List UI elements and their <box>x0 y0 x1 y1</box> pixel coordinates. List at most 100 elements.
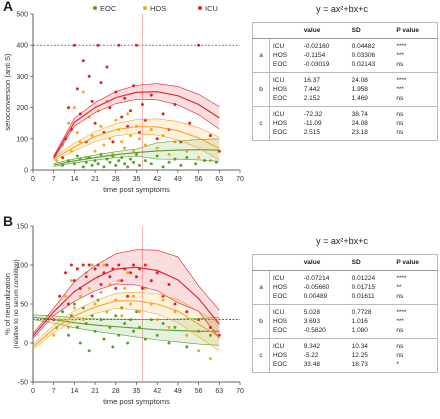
fit-curve-icu <box>32 266 220 337</box>
coefficient-label: b <box>252 304 270 339</box>
confidence-band-eoc <box>33 314 220 346</box>
cell-value: EOC <box>273 95 288 102</box>
x-tick-label: 70 <box>236 388 244 395</box>
data-point-icu <box>87 74 91 78</box>
cell-value: ns <box>396 352 404 359</box>
coefficient-label: c <box>252 338 270 373</box>
data-point-icu <box>72 43 76 47</box>
cell-value: ICU <box>273 77 285 84</box>
data-point-icu <box>93 121 97 125</box>
table-cell: 5.028 3.693 -0.5820 <box>300 304 349 339</box>
data-point-hos <box>120 140 124 144</box>
x-tick-label: 14 <box>71 388 79 395</box>
table-header-cell: SD <box>348 22 394 39</box>
fit-curve-icu <box>53 91 220 158</box>
cell-value: 12.25 <box>351 352 368 359</box>
cell-value: EOC <box>273 61 288 68</box>
data-point-icu <box>161 112 165 116</box>
cell-value: ns <box>396 343 404 350</box>
data-point-eoc <box>129 318 133 322</box>
data-point-icu <box>167 283 171 286</box>
cell-value: EOC <box>273 129 288 136</box>
equation-a: y = ax²+bx+c <box>316 4 368 14</box>
band-lower-icu <box>53 99 220 160</box>
data-point-hos <box>155 146 159 150</box>
table-cell: ns ns ns <box>393 106 438 141</box>
legend-label-hos: HOS <box>150 4 166 13</box>
data-point-eoc <box>66 333 70 337</box>
cell-value: HOS <box>273 318 288 325</box>
table-row: b ICU HOS EOC 16.37 7.442 2.152 24.08 1.958 1.469… <box>252 72 438 107</box>
data-point-icu <box>149 279 153 283</box>
data-point-eoc <box>185 156 189 160</box>
x-tick-label: 28 <box>112 176 120 183</box>
cell-value: 0.01715 <box>351 284 376 291</box>
cell-value: ICU <box>273 43 285 50</box>
band-upper-hos <box>53 118 220 158</box>
data-point-icu <box>123 96 127 100</box>
data-point-hos <box>167 152 171 156</box>
data-point-icu <box>99 283 103 286</box>
data-point-icu <box>99 81 103 85</box>
cell-value: ns <box>396 129 404 136</box>
data-point-eoc <box>61 310 65 314</box>
cell-value: EOC <box>273 361 288 368</box>
cell-value: ns <box>396 95 404 102</box>
confidence-band-icu <box>53 83 220 159</box>
y-tick-label: 200 <box>16 105 28 112</box>
data-point-hos <box>143 143 147 147</box>
data-point-hos <box>173 310 177 314</box>
data-point-hos <box>137 310 141 314</box>
legend-label-eoc: EOC <box>100 4 117 13</box>
data-point-eoc <box>214 160 218 164</box>
cell-value: 3.693 <box>303 318 320 325</box>
cell-value: ICU <box>273 309 285 316</box>
x-axis-label: time post symptoms <box>103 397 170 406</box>
chart-a-seroconversion: 0 7 14 21 28 35 42 49 56 63 70 0 100 200 300 400 500 time… <box>3 4 244 194</box>
data-point-hos <box>185 333 189 337</box>
data-point-icu <box>111 140 115 144</box>
data-point-icu <box>120 115 124 119</box>
cell-value: HOS <box>273 284 288 291</box>
x-tick-label: 35 <box>133 176 141 183</box>
data-point-icu <box>155 271 159 275</box>
cell-value: * <box>396 361 399 368</box>
x-tick-label: 56 <box>195 388 203 395</box>
cell-value: *** <box>396 86 404 93</box>
cell-value: 1.958 <box>351 86 368 93</box>
band-lower-eoc <box>32 319 220 346</box>
table-cell: **** *** ns <box>393 38 438 73</box>
data-point-eoc <box>111 345 115 349</box>
data-point-hos <box>78 294 82 298</box>
band-upper-icu <box>32 249 220 334</box>
coef-table-b: value SD P value a ICU HOS EOC -0.07214 -0.05660… <box>252 254 438 373</box>
cell-value: 38.74 <box>351 111 368 118</box>
data-point-hos <box>126 271 130 275</box>
data-point-eoc <box>75 154 79 158</box>
cell-value: ns <box>396 61 404 68</box>
x-tick-label: 63 <box>215 176 223 183</box>
cell-value: 24.08 <box>351 120 368 127</box>
data-point-eoc <box>114 314 118 318</box>
data-point-hos <box>117 279 121 283</box>
data-point-icu <box>96 43 100 47</box>
data-point-icu <box>108 275 112 279</box>
cell-value: -0.07214 <box>303 275 330 282</box>
table-header-cell: value <box>300 22 349 39</box>
cell-value: ns <box>396 327 404 334</box>
confidence-band-hos <box>33 292 220 351</box>
data-point-hos <box>90 263 94 267</box>
band-lower-eoc <box>53 155 220 167</box>
data-point-eoc <box>72 302 76 306</box>
data-point-hos <box>72 306 76 310</box>
data-point-hos <box>123 146 127 150</box>
data-point-eoc <box>81 165 85 169</box>
data-point-hos <box>93 149 97 153</box>
table-header-cell <box>269 254 301 271</box>
data-point-icu <box>117 43 121 47</box>
cell-value: -5.22 <box>303 352 319 359</box>
cell-value: -72.32 <box>303 111 323 118</box>
data-point-hos <box>208 357 212 361</box>
data-point-eoc <box>155 154 159 158</box>
coefficient-label: b <box>252 72 270 107</box>
